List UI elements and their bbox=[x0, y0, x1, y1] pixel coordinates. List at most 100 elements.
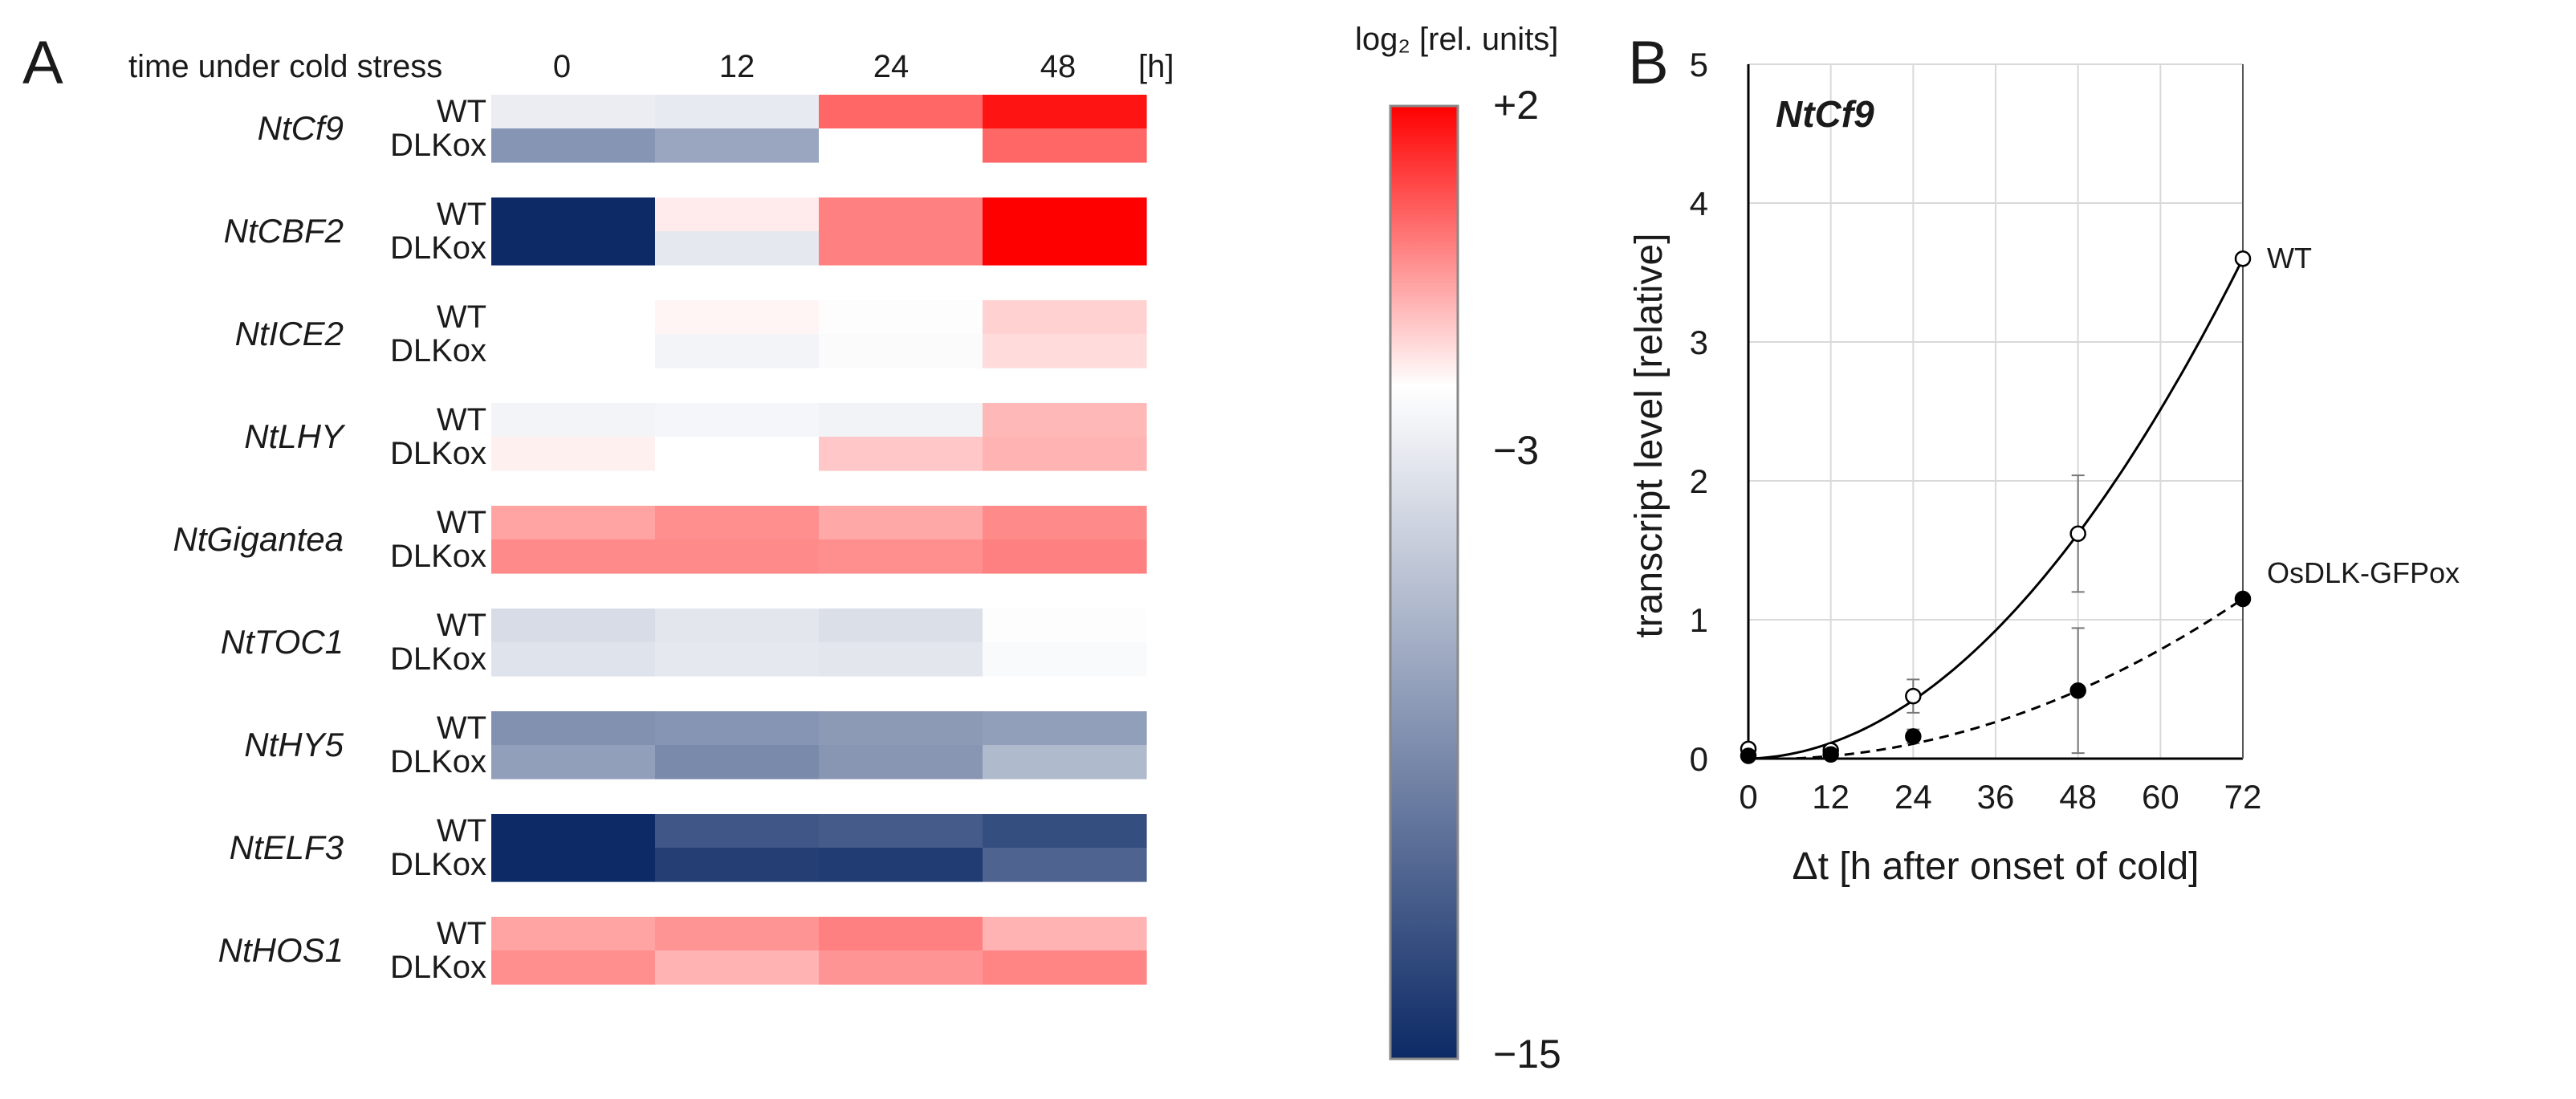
heatmap-cell bbox=[655, 950, 820, 985]
y-tick-label: 2 bbox=[1690, 462, 1708, 500]
gene-label: NtICE2 bbox=[235, 315, 344, 352]
heatmap-cell bbox=[983, 917, 1147, 951]
heatmap-cell bbox=[983, 711, 1147, 746]
genotype-label: DLKox bbox=[390, 333, 486, 368]
data-point-WT bbox=[1905, 687, 1922, 705]
genotype-label: WT bbox=[437, 299, 486, 335]
heatmap-cell bbox=[655, 128, 820, 163]
heatmap-cell bbox=[983, 334, 1147, 368]
gene-label: NtLHY bbox=[244, 417, 346, 455]
heatmap-cell bbox=[983, 539, 1147, 574]
panel-b-label: B bbox=[1628, 29, 1669, 97]
heatmap-cell bbox=[819, 642, 983, 677]
gene-label: NtHOS1 bbox=[218, 931, 344, 969]
heatmap-cell bbox=[983, 197, 1147, 232]
data-point-WT bbox=[2069, 525, 2086, 542]
gene-label: NtELF3 bbox=[230, 828, 344, 866]
series-label-WT: WT bbox=[2267, 242, 2312, 275]
heatmap-cell bbox=[819, 506, 983, 540]
genotype-label: WT bbox=[437, 608, 486, 643]
colorbar-tick-mid: −3 bbox=[1493, 428, 1539, 473]
time-label-48: 48 bbox=[1040, 49, 1076, 84]
heatmap-cell bbox=[491, 609, 656, 643]
data-point-OsDLK-GFPox bbox=[1822, 746, 1839, 763]
heatmap-cell bbox=[983, 848, 1147, 882]
time-axis-title: time under cold stress bbox=[128, 49, 442, 84]
heatmap-cell bbox=[491, 950, 656, 985]
x-tick-label: 60 bbox=[2142, 778, 2179, 816]
heatmap-cell bbox=[819, 437, 983, 471]
heatmap-cell bbox=[983, 745, 1147, 779]
heatmap-cell bbox=[819, 128, 983, 163]
heatmap-cell bbox=[983, 231, 1147, 266]
heatmap-cell bbox=[655, 711, 820, 746]
data-point-OsDLK-GFPox bbox=[2069, 682, 2086, 699]
genotype-label: DLKox bbox=[390, 128, 486, 163]
heatmap-cell bbox=[819, 609, 983, 643]
inset-title: NtCf9 bbox=[1776, 93, 1874, 135]
genotype-label: WT bbox=[437, 813, 486, 849]
colorbar-tick-min: −15 bbox=[1493, 1032, 1561, 1077]
genotype-label: DLKox bbox=[390, 436, 486, 471]
heatmap-cell bbox=[655, 197, 820, 232]
heatmap-cell bbox=[983, 506, 1147, 540]
heatmap-cell bbox=[819, 745, 983, 779]
heatmap-cell bbox=[819, 814, 983, 849]
heatmap-cell bbox=[491, 231, 656, 266]
heatmap-cell bbox=[491, 814, 656, 849]
data-point-OsDLK-GFPox bbox=[1740, 747, 1757, 764]
gene-label: NtCf9 bbox=[258, 109, 344, 147]
series-label-OsDLK-GFPox: OsDLK-GFPox bbox=[2267, 556, 2460, 589]
heatmap-cell bbox=[983, 403, 1147, 438]
genotype-label: WT bbox=[437, 916, 486, 951]
heatmap-cell bbox=[491, 745, 656, 779]
heatmap-cell bbox=[819, 848, 983, 882]
heatmap-cell bbox=[655, 745, 820, 779]
data-point-WT bbox=[2234, 250, 2252, 267]
colorbar-title: log₂ [rel. units] bbox=[1355, 22, 1558, 57]
y-axis-label: transcript level [relative] bbox=[1628, 233, 1671, 637]
genotype-label: DLKox bbox=[390, 950, 486, 985]
y-tick-label: 1 bbox=[1690, 601, 1708, 639]
heatmap-cell bbox=[655, 231, 820, 266]
heatmap-cell bbox=[655, 506, 820, 540]
heatmap-cell bbox=[819, 334, 983, 368]
heatmap-cell bbox=[819, 539, 983, 574]
heatmap-cell bbox=[983, 814, 1147, 849]
heatmap-cell bbox=[819, 950, 983, 985]
heatmap-cell bbox=[655, 403, 820, 438]
gene-label: NtGigantea bbox=[173, 520, 344, 558]
heatmap-cell bbox=[983, 95, 1147, 129]
x-tick-label: 72 bbox=[2224, 778, 2262, 816]
heatmap-cell bbox=[655, 95, 820, 129]
genotype-label: WT bbox=[437, 710, 486, 746]
gene-label: NtTOC1 bbox=[221, 623, 344, 661]
heatmap-cell bbox=[983, 609, 1147, 643]
x-axis-label: Δt [h after onset of cold] bbox=[1793, 845, 2200, 888]
heatmap-cell bbox=[491, 539, 656, 574]
heatmap-cell bbox=[655, 437, 820, 471]
heatmap-cell bbox=[655, 814, 820, 849]
heatmap-cell bbox=[491, 642, 656, 677]
heatmap-cell bbox=[491, 334, 656, 368]
x-tick-label: 24 bbox=[1894, 778, 1932, 816]
genotype-label: DLKox bbox=[390, 641, 486, 677]
x-tick-label: 0 bbox=[1739, 778, 1757, 816]
genotype-label: WT bbox=[437, 94, 486, 129]
colorbar-tick-max: +2 bbox=[1493, 83, 1539, 128]
heatmap-cell bbox=[491, 506, 656, 540]
time-label-12: 12 bbox=[719, 49, 755, 84]
time-label-24: 24 bbox=[873, 49, 910, 84]
x-tick-label: 48 bbox=[2059, 778, 2097, 816]
heatmap-cell bbox=[491, 917, 656, 951]
x-tick-label: 12 bbox=[1812, 778, 1850, 816]
heatmap-cell bbox=[819, 231, 983, 266]
heatmap-cell bbox=[655, 642, 820, 677]
genotype-label: WT bbox=[437, 505, 486, 540]
y-tick-label: 3 bbox=[1690, 324, 1708, 361]
heatmap-cell bbox=[819, 403, 983, 438]
genotype-label: DLKox bbox=[390, 744, 486, 779]
heatmap-cell bbox=[655, 334, 820, 368]
